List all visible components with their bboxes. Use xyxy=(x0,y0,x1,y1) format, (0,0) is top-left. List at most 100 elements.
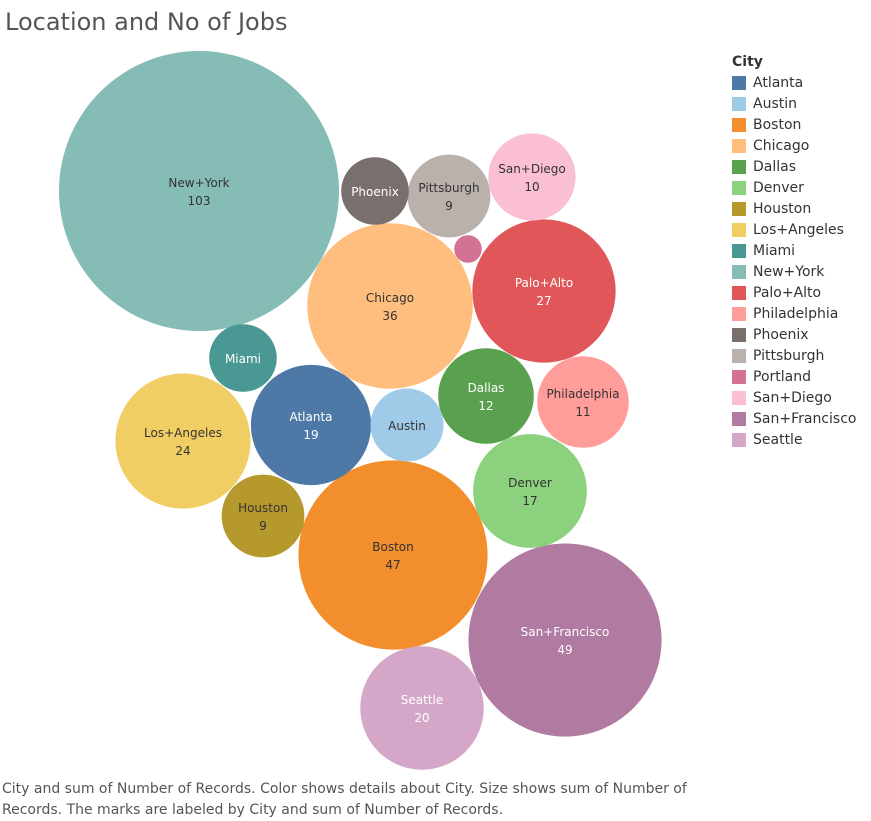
bubble-phoenix[interactable]: Phoenix xyxy=(341,157,409,225)
bubble-value-label: 10 xyxy=(524,180,539,194)
bubble-city-label: New+York xyxy=(168,176,229,190)
bubble-austin[interactable]: Austin xyxy=(370,388,444,462)
legend-swatch xyxy=(732,159,746,174)
legend-item[interactable]: Denver xyxy=(732,177,856,198)
legend: City Atlanta Austin Boston Chicago Dallas Den… xyxy=(732,54,856,450)
legend-item[interactable]: Portland xyxy=(732,366,856,387)
legend-swatch xyxy=(732,222,746,237)
bubble-philadelphia[interactable]: Philadelphia 11 xyxy=(537,356,629,448)
legend-label: Palo+Alto xyxy=(753,284,822,301)
bubble-city-label: Philadelphia xyxy=(546,387,619,401)
legend-swatch xyxy=(732,96,746,111)
legend-swatch xyxy=(732,264,746,279)
bubble-seattle[interactable]: Seattle 20 xyxy=(360,646,484,770)
legend-item[interactable]: Philadelphia xyxy=(732,303,856,324)
legend-swatch xyxy=(732,201,746,216)
bubble-value-label: 24 xyxy=(175,444,190,458)
legend-swatch xyxy=(732,411,746,426)
legend-label: Chicago xyxy=(753,137,810,154)
bubble-city-label: Atlanta xyxy=(289,410,332,424)
bubble-denver[interactable]: Denver 17 xyxy=(473,434,587,548)
bubble-dallas[interactable]: Dallas 12 xyxy=(438,348,534,444)
bubble-circle[interactable] xyxy=(341,157,409,225)
bubble-circle[interactable] xyxy=(221,474,305,558)
bubble-circle[interactable] xyxy=(468,543,662,737)
legend-swatch xyxy=(732,348,746,363)
legend-item[interactable]: Phoenix xyxy=(732,324,856,345)
legend-item[interactable]: Atlanta xyxy=(732,72,856,93)
bubble-city-label: San+Francisco xyxy=(521,625,610,639)
bubble-los-angeles[interactable]: Los+Angeles 24 xyxy=(115,373,251,509)
bubble-portland[interactable] xyxy=(454,235,482,263)
legend-label: Philadelphia xyxy=(753,305,839,322)
bubble-city-label: Austin xyxy=(388,419,426,433)
legend-item[interactable]: Los+Angeles xyxy=(732,219,856,240)
bubble-city-label: Pittsburgh xyxy=(418,181,479,195)
bubble-pittsburgh[interactable]: Pittsburgh 9 xyxy=(407,154,491,238)
legend-swatch xyxy=(732,243,746,258)
bubble-circle[interactable] xyxy=(438,348,534,444)
legend-swatch xyxy=(732,285,746,300)
bubble-circle[interactable] xyxy=(250,364,372,486)
bubble-circle[interactable] xyxy=(209,324,277,392)
bubble-boston[interactable]: Boston 47 xyxy=(298,460,488,650)
legend-item[interactable]: Chicago xyxy=(732,135,856,156)
bubble-circle[interactable] xyxy=(473,434,587,548)
legend-label: Denver xyxy=(753,179,804,196)
legend-label: Houston xyxy=(753,200,812,217)
bubble-circle[interactable] xyxy=(407,154,491,238)
bubble-circle[interactable] xyxy=(370,388,444,462)
bubble-circle[interactable] xyxy=(59,51,339,331)
legend-swatch xyxy=(732,138,746,153)
bubble-value-label: 11 xyxy=(575,405,590,419)
legend-label: Los+Angeles xyxy=(753,221,844,238)
legend-item[interactable]: San+Diego xyxy=(732,387,856,408)
legend-item[interactable]: Austin xyxy=(732,93,856,114)
bubble-san-diego[interactable]: San+Diego 10 xyxy=(488,133,576,221)
legend-item[interactable]: San+Francisco xyxy=(732,408,856,429)
bubble-city-label: San+Diego xyxy=(498,162,566,176)
legend-swatch xyxy=(732,306,746,321)
bubble-new-york[interactable]: New+York 103 xyxy=(59,51,339,331)
bubble-city-label: Los+Angeles xyxy=(144,426,222,440)
legend-label: San+Diego xyxy=(753,389,832,406)
legend-item[interactable]: New+York xyxy=(732,261,856,282)
bubble-city-label: Chicago xyxy=(366,291,414,305)
bubble-miami[interactable]: Miami xyxy=(209,324,277,392)
legend-item[interactable]: Boston xyxy=(732,114,856,135)
legend-label: Pittsburgh xyxy=(753,347,825,364)
legend-swatch xyxy=(732,327,746,342)
bubble-circle[interactable] xyxy=(472,219,616,363)
bubble-circle[interactable] xyxy=(307,223,473,389)
legend-label: Portland xyxy=(753,368,811,385)
legend-item[interactable]: Miami xyxy=(732,240,856,261)
bubble-value-label: 19 xyxy=(303,428,318,442)
legend-title: City xyxy=(732,54,763,70)
bubble-atlanta[interactable]: Atlanta 19 xyxy=(250,364,372,486)
legend-label: Seattle xyxy=(753,431,803,448)
legend-item[interactable]: Dallas xyxy=(732,156,856,177)
bubble-circle[interactable] xyxy=(454,235,482,263)
legend-item[interactable]: Palo+Alto xyxy=(732,282,856,303)
legend-label: New+York xyxy=(753,263,825,280)
bubble-houston[interactable]: Houston 9 xyxy=(221,474,305,558)
bubble-circle[interactable] xyxy=(115,373,251,509)
legend-label: Phoenix xyxy=(753,326,809,343)
legend-item[interactable]: Houston xyxy=(732,198,856,219)
chart-title: Location and No of Jobs xyxy=(5,8,288,36)
bubble-san-francisco[interactable]: San+Francisco 49 xyxy=(468,543,662,737)
bubble-circle[interactable] xyxy=(360,646,484,770)
bubble-palo-alto[interactable]: Palo+Alto 27 xyxy=(472,219,616,363)
bubble-chicago[interactable]: Chicago 36 xyxy=(307,223,473,389)
bubble-circle[interactable] xyxy=(298,460,488,650)
legend-swatch xyxy=(732,369,746,384)
bubble-circle[interactable] xyxy=(537,356,629,448)
legend-item[interactable]: Seattle xyxy=(732,429,856,450)
bubble-circle[interactable] xyxy=(488,133,576,221)
bubble-value-label: 12 xyxy=(478,399,493,413)
bubble-value-label: 47 xyxy=(385,558,400,572)
bubble-value-label: 9 xyxy=(259,519,267,533)
bubble-city-label: Phoenix xyxy=(351,185,399,199)
legend-item[interactable]: Pittsburgh xyxy=(732,345,856,366)
